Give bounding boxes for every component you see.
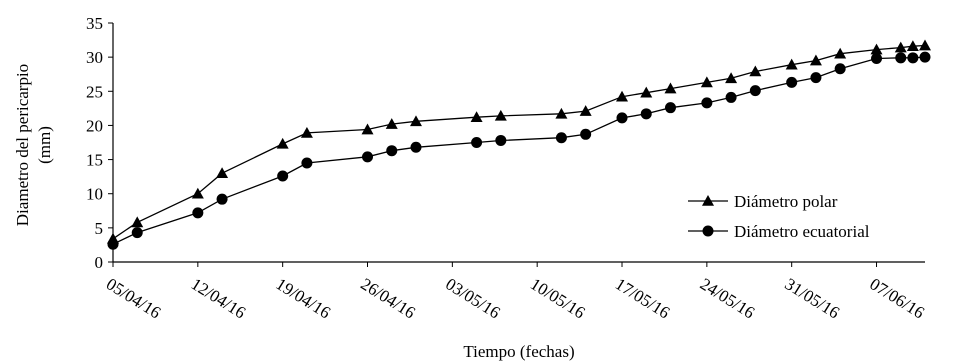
data-point-ecuatorial xyxy=(555,132,567,144)
data-point-polar xyxy=(834,47,847,59)
data-point-polar xyxy=(919,39,931,51)
x-tick-label: 17/05/16 xyxy=(612,274,673,322)
data-point-polar xyxy=(640,86,653,98)
data-point-polar xyxy=(664,82,677,94)
data-point-polar xyxy=(300,126,313,138)
x-tick-label: 26/04/16 xyxy=(357,274,418,322)
y-tick-label: 35 xyxy=(86,14,103,33)
data-point-polar xyxy=(191,187,204,199)
data-point-polar xyxy=(361,123,374,135)
y-axis-title-line-1: Diametro del pericarpio xyxy=(13,64,32,226)
data-point-polar xyxy=(131,216,144,228)
data-point-ecuatorial xyxy=(725,91,737,103)
data-point-polar xyxy=(809,54,822,66)
data-point-polar xyxy=(616,90,629,102)
data-point-polar xyxy=(276,137,289,149)
data-point-polar xyxy=(894,41,907,53)
data-point-ecuatorial xyxy=(786,76,798,88)
data-point-ecuatorial xyxy=(701,97,713,109)
x-tick-label: 03/05/16 xyxy=(442,274,503,322)
y-tick-label: 30 xyxy=(86,48,103,67)
legend-label-1: Diámetro polar xyxy=(734,192,838,211)
y-tick-label: 20 xyxy=(86,116,103,135)
data-point-ecuatorial xyxy=(216,193,228,205)
data-point-ecuatorial xyxy=(640,108,652,120)
x-tick-label: 24/05/16 xyxy=(697,274,758,322)
series-group xyxy=(107,39,931,250)
series-line-2 xyxy=(112,56,926,245)
x-tick-label: 07/06/16 xyxy=(866,274,927,322)
data-point-polar xyxy=(216,167,229,179)
data-point-polar xyxy=(906,40,919,52)
data-point-ecuatorial xyxy=(871,53,883,65)
legend-marker-triangle xyxy=(702,195,714,206)
data-point-polar xyxy=(494,109,507,121)
data-point-ecuatorial xyxy=(749,85,761,97)
x-tick-label: 31/05/16 xyxy=(782,274,843,322)
data-point-ecuatorial xyxy=(410,141,422,153)
x-axis-title: Tiempo (fechas) xyxy=(463,342,574,361)
data-point-ecuatorial xyxy=(664,102,676,114)
legend: Diámetro polar Diámetro ecuatorial xyxy=(688,192,870,241)
data-point-ecuatorial xyxy=(131,227,143,239)
data-point-polar xyxy=(555,107,568,119)
data-point-polar xyxy=(725,72,738,84)
y-axis-title-line-2: (mm) xyxy=(35,126,54,164)
data-point-polar xyxy=(385,118,398,129)
y-tick-label: 5 xyxy=(95,219,104,238)
data-point-ecuatorial xyxy=(107,238,119,250)
x-axis: 05/04/16 12/04/16 19/04/16 26/04/16 03/05/16… xyxy=(103,261,928,322)
x-tick-label: 05/04/16 xyxy=(103,274,164,322)
y-tick-label: 15 xyxy=(86,151,103,170)
y-tick-label: 0 xyxy=(95,253,104,272)
data-point-polar xyxy=(870,43,883,55)
data-point-ecuatorial xyxy=(580,128,592,140)
data-point-ecuatorial xyxy=(616,112,628,124)
data-point-ecuatorial xyxy=(895,52,907,64)
data-point-ecuatorial xyxy=(810,72,822,84)
data-point-ecuatorial xyxy=(834,63,846,75)
data-point-ecuatorial xyxy=(386,145,398,157)
data-point-ecuatorial xyxy=(192,207,204,219)
legend-label-2: Diámetro ecuatorial xyxy=(734,222,870,241)
legend-marker-circle xyxy=(702,225,714,237)
data-point-ecuatorial xyxy=(301,157,313,169)
data-point-polar xyxy=(409,115,422,127)
data-point-ecuatorial xyxy=(907,52,919,64)
x-tick-label: 12/04/16 xyxy=(188,274,249,322)
x-tick-label: 19/04/16 xyxy=(273,274,334,322)
data-point-polar xyxy=(785,58,798,70)
data-point-ecuatorial xyxy=(919,51,931,63)
data-point-polar xyxy=(749,65,762,77)
data-point-polar xyxy=(700,76,713,88)
data-point-polar xyxy=(579,105,592,116)
y-tick-label: 10 xyxy=(86,185,103,204)
y-tick-label: 25 xyxy=(86,82,103,101)
series-line-1 xyxy=(112,44,926,240)
data-point-ecuatorial xyxy=(495,134,507,146)
data-point-ecuatorial xyxy=(471,137,483,148)
y-axis: 0 5 10 15 20 25 30 35 xyxy=(86,14,114,272)
data-point-polar xyxy=(470,111,483,123)
x-tick-label: 10/05/16 xyxy=(527,274,588,322)
data-point-ecuatorial xyxy=(362,151,374,163)
data-point-ecuatorial xyxy=(277,170,289,182)
